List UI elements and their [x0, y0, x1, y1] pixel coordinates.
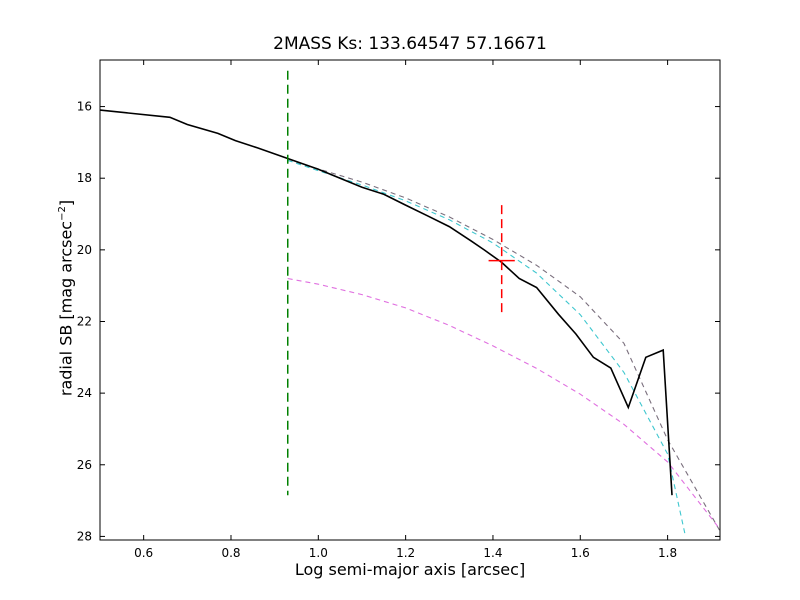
x-tick-label: 1.4: [483, 546, 502, 560]
x-tick-label: 1.0: [309, 546, 328, 560]
plot-content: [100, 70, 720, 535]
x-tick-label: 1.8: [658, 546, 677, 560]
y-tick-label: 20: [77, 243, 92, 257]
y-tick-label: 28: [77, 529, 92, 543]
y-axis-label-exponent: −2: [57, 206, 69, 221]
x-tick-label: 1.2: [396, 546, 415, 560]
y-axis-label: radial SB [mag arcsec−2]: [57, 200, 76, 396]
y-tick-label: 26: [77, 458, 92, 472]
x-tick-label: 1.6: [571, 546, 590, 560]
y-tick-label: 18: [77, 171, 92, 185]
y-tick-label: 16: [77, 100, 92, 114]
y-tick-label: 24: [77, 386, 92, 400]
axis-layer: 0.6 0.8 1.0 1.2 1.4 1.6 1.8 16 18 20 22 24 26 28: [77, 59, 721, 560]
x-tick-label: 0.6: [134, 546, 153, 560]
plot-data-group: [100, 70, 720, 535]
plot-frame: [99, 59, 721, 541]
y-axis-label-close: ]: [56, 199, 76, 207]
chart-title: 2MASS Ks: 133.64547 57.16671: [273, 34, 547, 54]
series-line-3: [287, 277, 720, 530]
x-axis-label: Log semi-major axis [arcsec]: [294, 560, 526, 579]
y-tick-label: 22: [77, 314, 92, 328]
series-line-0: [100, 109, 673, 496]
series-line-1: [287, 159, 720, 532]
y-axis-label-main: radial SB [mag arcsec: [56, 220, 76, 397]
x-tick-label: 0.8: [221, 546, 240, 560]
